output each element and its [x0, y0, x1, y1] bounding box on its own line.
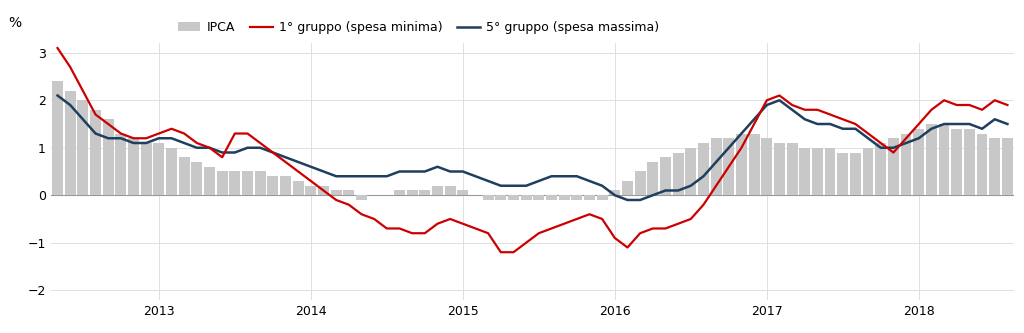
- Bar: [888, 138, 899, 195]
- Bar: [989, 138, 1000, 195]
- Bar: [736, 134, 746, 195]
- Bar: [255, 171, 265, 195]
- Bar: [293, 181, 303, 195]
- Legend: IPCA, 1° gruppo (spesa minima), 5° gruppo (spesa massima): IPCA, 1° gruppo (spesa minima), 5° grupp…: [173, 16, 665, 39]
- Bar: [711, 138, 722, 195]
- Bar: [824, 148, 836, 195]
- Bar: [305, 186, 316, 195]
- Bar: [166, 148, 177, 195]
- Bar: [838, 153, 848, 195]
- Bar: [90, 110, 101, 195]
- Bar: [977, 134, 987, 195]
- Bar: [774, 143, 784, 195]
- Bar: [685, 148, 696, 195]
- Bar: [559, 195, 569, 200]
- Bar: [394, 190, 404, 195]
- Bar: [534, 195, 544, 200]
- Bar: [623, 181, 633, 195]
- Bar: [267, 176, 279, 195]
- Bar: [217, 171, 227, 195]
- Bar: [318, 186, 329, 195]
- Bar: [964, 129, 975, 195]
- Bar: [863, 148, 873, 195]
- Bar: [52, 81, 62, 195]
- Bar: [951, 129, 963, 195]
- Bar: [786, 143, 798, 195]
- Bar: [901, 134, 911, 195]
- Bar: [128, 138, 139, 195]
- Bar: [242, 171, 253, 195]
- Bar: [458, 190, 468, 195]
- Bar: [762, 138, 772, 195]
- Bar: [571, 195, 583, 200]
- Bar: [1002, 138, 1013, 195]
- Bar: [154, 143, 164, 195]
- Bar: [281, 176, 291, 195]
- Bar: [926, 124, 937, 195]
- Bar: [850, 153, 861, 195]
- Bar: [660, 157, 671, 195]
- Bar: [597, 195, 607, 200]
- Bar: [800, 148, 810, 195]
- Bar: [420, 190, 430, 195]
- Bar: [913, 129, 924, 195]
- Bar: [508, 195, 519, 200]
- Bar: [609, 190, 621, 195]
- Bar: [647, 162, 658, 195]
- Bar: [78, 100, 88, 195]
- Bar: [444, 186, 456, 195]
- Bar: [343, 190, 354, 195]
- Bar: [356, 195, 367, 200]
- Text: %: %: [8, 16, 22, 30]
- Bar: [229, 171, 241, 195]
- Bar: [116, 134, 126, 195]
- Bar: [179, 157, 189, 195]
- Bar: [939, 124, 949, 195]
- Bar: [812, 148, 823, 195]
- Bar: [673, 153, 683, 195]
- Bar: [723, 138, 734, 195]
- Bar: [482, 195, 494, 200]
- Bar: [749, 134, 760, 195]
- Bar: [698, 143, 709, 195]
- Bar: [876, 143, 886, 195]
- Bar: [521, 195, 531, 200]
- Bar: [65, 91, 76, 195]
- Bar: [407, 190, 418, 195]
- Bar: [141, 143, 152, 195]
- Bar: [204, 167, 215, 195]
- Bar: [102, 119, 114, 195]
- Bar: [546, 195, 557, 200]
- Bar: [432, 186, 442, 195]
- Bar: [191, 162, 202, 195]
- Bar: [331, 190, 342, 195]
- Bar: [584, 195, 595, 200]
- Bar: [496, 195, 506, 200]
- Bar: [635, 171, 645, 195]
